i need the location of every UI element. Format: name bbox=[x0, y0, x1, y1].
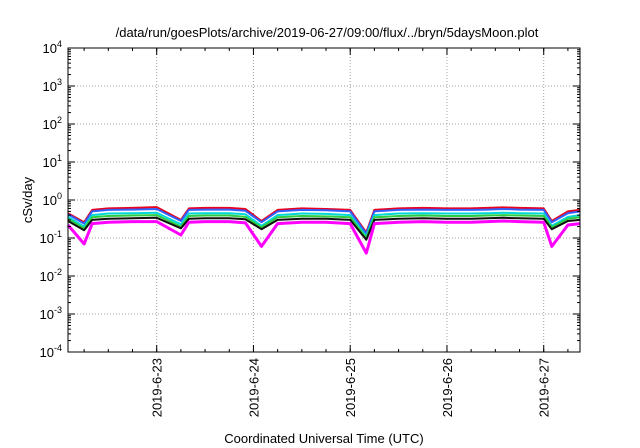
x-tick-label: 2019-6-24 bbox=[246, 358, 261, 417]
y-tick-label: 10-3 bbox=[40, 305, 62, 322]
y-tick-label: 101 bbox=[43, 153, 62, 170]
y-tick-base: 10 bbox=[43, 155, 57, 170]
series-line-1 bbox=[67, 206, 581, 234]
x-tick-label: 2019-6-27 bbox=[537, 358, 552, 417]
y-tick-exponent: -2 bbox=[54, 267, 62, 277]
y-tick-exponent: 1 bbox=[57, 153, 62, 163]
tick-marks bbox=[68, 47, 580, 353]
y-tick-exponent: 2 bbox=[57, 115, 62, 125]
y-tick-label: 10-4 bbox=[40, 343, 62, 360]
series-line-2 bbox=[67, 208, 581, 235]
y-tick-exponent: -3 bbox=[54, 305, 62, 315]
grid bbox=[68, 48, 580, 352]
y-tick-label: 10-1 bbox=[40, 229, 62, 246]
y-tick-label: 102 bbox=[43, 115, 62, 132]
y-tick-base: 10 bbox=[43, 41, 57, 56]
y-tick-base: 10 bbox=[43, 193, 57, 208]
y-tick-exponent: -4 bbox=[54, 343, 62, 353]
x-tick-labels: 2019-6-23 2019-6-24 2019-6-25 2019-6-26 2019… bbox=[150, 358, 552, 417]
x-axis-label: Coordinated Universal Time (UTC) bbox=[224, 431, 423, 446]
series-line-3 bbox=[67, 211, 581, 238]
series-line-4 bbox=[67, 214, 581, 239]
x-tick-label: 2019-6-26 bbox=[440, 358, 455, 417]
series-line-6 bbox=[66, 219, 581, 255]
y-tick-base: 10 bbox=[40, 269, 54, 284]
y-tick-label: 10-2 bbox=[40, 267, 62, 284]
y-tick-base: 10 bbox=[43, 79, 57, 94]
y-tick-exponent: -1 bbox=[54, 229, 62, 239]
series-group bbox=[66, 206, 581, 255]
x-tick-label: 2019-6-25 bbox=[343, 358, 358, 417]
y-tick-base: 10 bbox=[40, 345, 54, 360]
y-tick-base: 10 bbox=[40, 231, 54, 246]
y-tick-label: 103 bbox=[43, 77, 62, 94]
y-tick-base: 10 bbox=[40, 307, 54, 322]
chart-title: /data/run/goesPlots/archive/2019-06-27/0… bbox=[116, 25, 539, 40]
y-tick-exponent: 4 bbox=[57, 39, 62, 49]
y-tick-exponent: 3 bbox=[57, 77, 62, 87]
y-tick-exponent: 0 bbox=[57, 191, 62, 201]
y-tick-base: 10 bbox=[43, 117, 57, 132]
y-tick-label: 104 bbox=[43, 39, 62, 56]
y-axis-label: cSv/day bbox=[20, 176, 35, 223]
y-tick-label: 100 bbox=[43, 191, 62, 208]
x-tick-label: 2019-6-23 bbox=[150, 358, 165, 417]
series-line-5 bbox=[67, 216, 581, 241]
